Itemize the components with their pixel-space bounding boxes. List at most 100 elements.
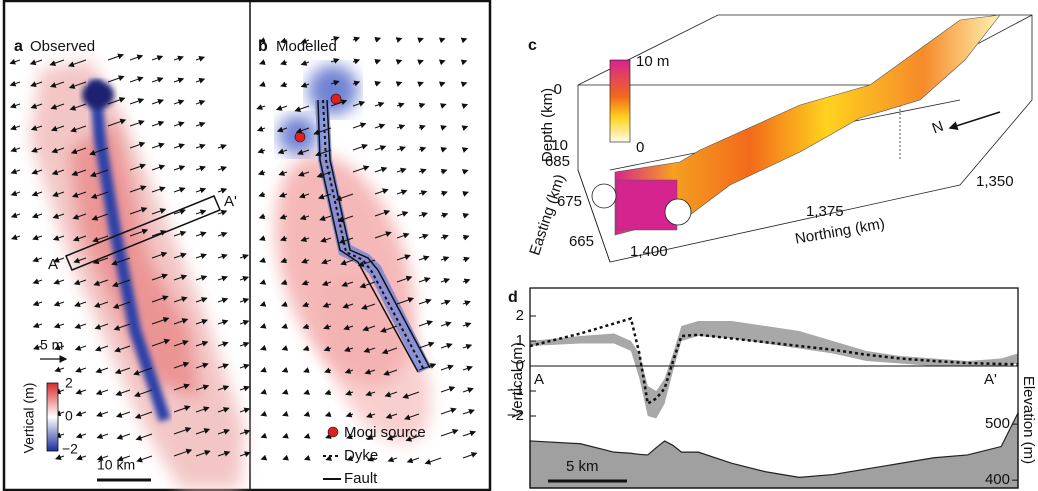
displacement-arrow — [51, 147, 65, 154]
panel-label: d — [508, 289, 518, 306]
displacement-arrow — [10, 212, 21, 219]
profile-chart: −2 −1 0 1 2 400 500 d Vertical (m) Elevation (m) A… — [507, 287, 1037, 489]
displacement-arrow — [112, 301, 131, 309]
displacement-arrow — [217, 341, 229, 348]
displacement-arrow — [462, 430, 477, 437]
displacement-arrow — [151, 295, 169, 303]
displacement-arrow — [129, 54, 144, 61]
displacement-arrow — [72, 213, 87, 220]
displacement-arrow — [315, 149, 332, 157]
displacement-arrow — [462, 300, 471, 307]
axis-tick: 0 — [554, 81, 562, 98]
displacement-arrow — [10, 124, 21, 131]
displacement-arrow — [321, 258, 332, 265]
displacement-arrow — [396, 189, 408, 196]
displacement-arrow — [30, 125, 43, 131]
displacement-arrow — [298, 192, 310, 199]
displacement-arrow — [396, 167, 407, 174]
displacement-arrow — [53, 278, 65, 285]
panel-label: c — [528, 37, 537, 54]
displacement-arrow — [275, 105, 288, 111]
displacement-arrow — [384, 391, 398, 398]
displacement-arrow — [342, 302, 354, 309]
displacement-arrow — [303, 433, 311, 439]
displacement-arrow — [418, 320, 434, 327]
displacement-arrow — [330, 99, 348, 107]
displacement-arrow — [173, 274, 188, 281]
displacement-arrow — [278, 191, 288, 198]
displacement-arrow — [70, 147, 87, 155]
box-edge — [577, 169, 611, 263]
displacement-arrow — [195, 77, 206, 84]
displacement-arrow — [462, 256, 470, 263]
displacement-arrow — [195, 406, 210, 413]
displacement-arrow — [173, 99, 185, 106]
displacement-arrow — [75, 367, 87, 373]
displacement-arrow — [295, 127, 310, 134]
colorbar-max: 10 m — [636, 53, 669, 70]
displacement-arrow — [462, 452, 478, 459]
displacement-arrow — [300, 38, 310, 44]
axis-label: Depth (km) — [539, 88, 556, 162]
displacement-arrow — [440, 299, 451, 306]
displacement-arrow — [462, 212, 470, 219]
displacement-arrow — [258, 191, 266, 198]
y-axis-label: Vertical (m) — [509, 342, 526, 418]
displacement-arrow — [462, 322, 472, 328]
displacement-arrow — [352, 165, 370, 173]
displacement-arrow — [96, 411, 109, 418]
fault — [317, 99, 419, 373]
displacement-arrow — [259, 279, 267, 285]
displacement-arrow — [418, 168, 427, 175]
displacement-arrow — [31, 190, 43, 197]
displacement-arrow — [301, 279, 310, 286]
displacement-arrow — [396, 254, 411, 261]
displacement-arrow — [364, 368, 376, 375]
displacement-arrow — [217, 231, 228, 238]
displacement-arrow — [330, 80, 340, 86]
displacement-arrow — [321, 280, 332, 287]
displacement-arrow — [281, 345, 289, 351]
displacement-arrow — [151, 273, 168, 281]
displacement-arrow — [173, 143, 185, 149]
displacement-arrow — [440, 386, 456, 393]
displacement-arrow — [195, 384, 210, 391]
displacement-arrow — [173, 405, 191, 413]
displacement-arrow — [461, 147, 469, 153]
slip-patch — [616, 179, 678, 231]
displacement-arrow — [10, 190, 21, 197]
displacement-arrow — [129, 76, 144, 83]
displacement-arrow — [129, 185, 147, 193]
displacement-arrow — [281, 388, 289, 395]
displacement-arrow — [129, 163, 146, 171]
displacement-arrow — [461, 103, 469, 110]
mogi-source — [294, 131, 306, 143]
displacement-arrow — [107, 75, 125, 83]
y2-axis-label: Elevation (m) — [1020, 376, 1037, 464]
displacement-arrow — [151, 120, 165, 127]
displacement-arrow — [151, 251, 168, 259]
displacement-arrow — [363, 347, 376, 353]
displacement-arrow — [259, 322, 267, 329]
modelled-line — [529, 316, 1019, 406]
displacement-arrow — [395, 37, 403, 43]
displacement-arrow — [260, 454, 268, 461]
legend-label: Dyke — [344, 447, 378, 464]
displacement-arrow — [217, 428, 230, 435]
displacement-arrow — [396, 297, 415, 305]
displacement-arrow — [383, 369, 398, 376]
displacement-arrow — [322, 302, 332, 308]
displacement-arrow — [323, 323, 332, 330]
displacement-arrow — [418, 212, 428, 218]
displacement-arrow — [460, 81, 468, 88]
displacement-arrow — [460, 37, 468, 44]
displacement-arrow — [352, 80, 361, 87]
displacement-arrow — [74, 323, 87, 329]
displacement-arrow — [49, 59, 65, 66]
displacement-arrow — [134, 411, 153, 419]
displacement-arrow — [320, 236, 332, 243]
displacement-arrow — [352, 143, 368, 151]
displacement-arrow — [259, 301, 267, 307]
displacement-arrow — [359, 281, 376, 289]
displacement-arrow — [92, 257, 109, 265]
